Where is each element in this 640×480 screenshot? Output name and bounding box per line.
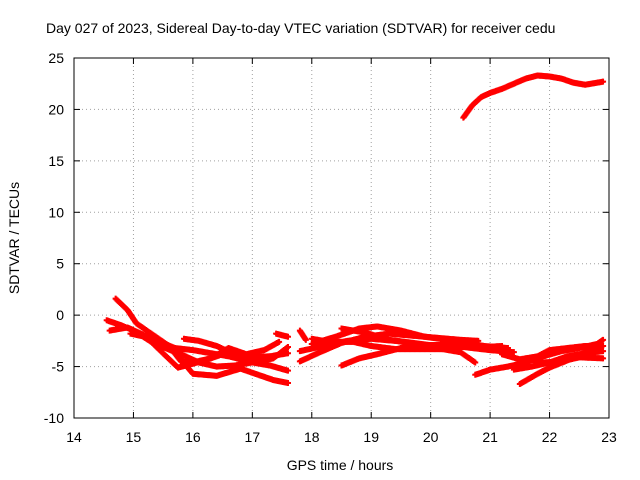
data-series-s15 [308, 335, 446, 353]
x-tick-label: 23 [601, 429, 617, 445]
series-group [103, 72, 607, 388]
data-point [285, 380, 291, 387]
data-series-s19 [499, 343, 607, 363]
data-point [600, 336, 607, 343]
x-tick-label: 16 [185, 429, 201, 445]
data-point [510, 349, 517, 356]
data-point [600, 343, 607, 349]
y-tick-label: 10 [48, 204, 64, 220]
data-point [276, 338, 283, 345]
x-tick-label: 20 [423, 429, 439, 445]
data-point [600, 78, 607, 85]
y-tick-label: 20 [48, 101, 64, 117]
chart-title: Day 027 of 2023, Sidereal Day-to-day VTE… [46, 20, 555, 36]
x-tick-label: 19 [363, 429, 379, 445]
x-tick-label: 21 [482, 429, 498, 445]
data-point [285, 350, 291, 357]
data-series-s9 [296, 327, 309, 343]
data-point [285, 333, 291, 340]
data-point [439, 346, 446, 353]
data-series-s5 [127, 330, 291, 387]
y-axis-label: SDTVAR / TECUs [6, 182, 22, 294]
x-tick-label: 18 [304, 429, 320, 445]
data-point [302, 336, 309, 343]
grid [74, 58, 609, 418]
x-tick-label: 14 [66, 429, 82, 445]
axis-ticks: 14 15 16 17 18 19 20 21 22 23 -10 -5 0 5 10 15 20 25 [44, 50, 617, 445]
x-tick-label: 22 [542, 429, 558, 445]
y-tick-label: 5 [56, 256, 64, 272]
data-point [600, 355, 607, 362]
data-point [472, 359, 479, 366]
x-axis-label: GPS time / hours [287, 457, 394, 473]
data-point [600, 348, 607, 355]
data-series-s8 [273, 330, 291, 340]
y-tick-label: 0 [56, 307, 64, 323]
x-tick-label: 17 [245, 429, 261, 445]
data-series-s7 [154, 337, 250, 364]
data-point [499, 343, 505, 349]
data-series-s6 [180, 335, 291, 361]
y-tick-label: 15 [48, 153, 64, 169]
data-series-s20 [510, 348, 607, 373]
plot-frame [73, 57, 610, 419]
data-point [285, 344, 291, 351]
y-tick-label: -10 [44, 410, 64, 426]
data-series-s1 [460, 72, 607, 121]
x-tick-label: 15 [126, 429, 142, 445]
y-tick-label: -5 [52, 359, 65, 375]
data-point [285, 367, 291, 374]
y-tick-label: 25 [48, 50, 64, 66]
data-point [243, 357, 250, 364]
